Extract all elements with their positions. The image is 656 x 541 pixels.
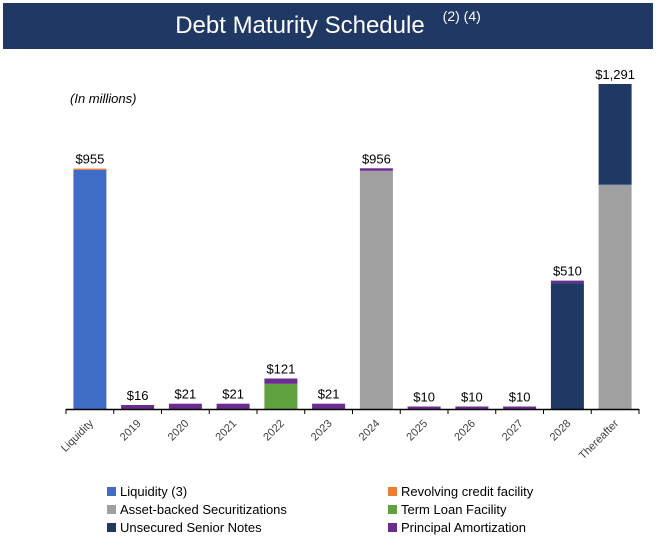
tick-label-2024: 2024 — [357, 418, 383, 444]
total-label-2026: $10 — [461, 390, 483, 405]
tick-label-2025: 2025 — [404, 418, 430, 444]
total-label-2028: $510 — [553, 264, 582, 279]
bar-senior_notes-2028 — [550, 283, 584, 409]
tick-label-2019: 2019 — [118, 418, 144, 444]
tick-label-2022: 2022 — [261, 418, 287, 444]
tick-label-2023: 2023 — [309, 418, 335, 444]
bar-amortization-2019 — [121, 405, 155, 409]
tick-label-2021: 2021 — [213, 418, 239, 444]
units-note: (In millions) — [70, 91, 137, 106]
total-label-2022: $121 — [266, 362, 295, 377]
total-label-2024: $956 — [362, 151, 391, 166]
bar-abs-thereafter — [598, 184, 632, 409]
total-label-2019: $16 — [127, 388, 149, 403]
bar-amortization-2020 — [168, 403, 202, 409]
bar-amortization-2028 — [550, 280, 584, 284]
tick-label-2026: 2026 — [452, 418, 478, 444]
bar-abs-2024 — [359, 170, 393, 409]
bar-amortization-2023 — [312, 403, 346, 409]
title-footnote: (2) (4) — [442, 8, 481, 24]
bar-amortization-2026 — [455, 406, 489, 409]
tick-label-2020: 2020 — [166, 418, 192, 444]
bar-amortization-2022 — [264, 378, 298, 384]
chart-title-text: Debt Maturity Schedule — [175, 12, 425, 39]
bar-term_loan-2022 — [264, 383, 298, 409]
total-label-2021: $21 — [222, 387, 244, 402]
tick-label-liquidity: Liquidity — [59, 417, 96, 454]
bar-amortization-2021 — [216, 403, 250, 409]
chart-title: Debt Maturity Schedule (2) (4) — [3, 8, 653, 40]
total-label-2025: $10 — [413, 390, 435, 405]
bar-senior_notes-thereafter — [598, 84, 632, 185]
bar-liquidity-liquidity — [73, 169, 107, 409]
tick-label-thereafter: Thereafter — [577, 417, 622, 462]
tick-label-2028: 2028 — [548, 418, 574, 444]
bar-amortization-2027 — [503, 406, 537, 409]
bar-amortization-2024 — [359, 168, 393, 171]
total-label-2023: $21 — [318, 387, 340, 402]
bar-revolving-liquidity — [73, 168, 107, 170]
total-label-2027: $10 — [509, 390, 531, 405]
total-label-2020: $21 — [175, 387, 197, 402]
title-banner: Debt Maturity Schedule (2) (4) — [3, 3, 653, 49]
tick-label-2027: 2027 — [500, 418, 526, 444]
total-label-thereafter: $1,291 — [595, 67, 635, 82]
bar-amortization-2025 — [407, 406, 441, 409]
total-label-liquidity: $955 — [75, 152, 104, 167]
